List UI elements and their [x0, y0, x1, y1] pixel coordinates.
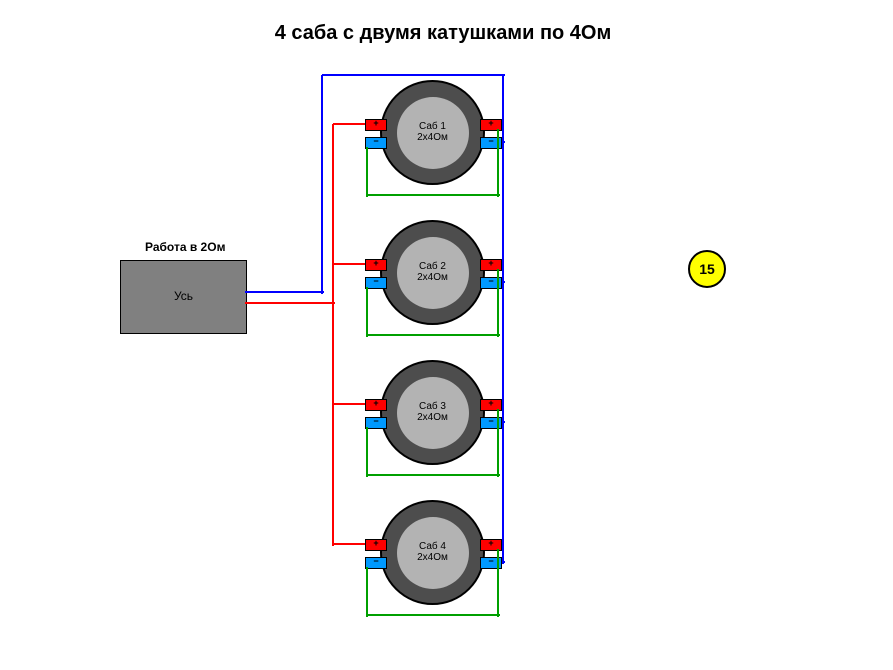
terminal-left-plus: +: [365, 399, 387, 411]
wire: [497, 269, 499, 338]
wire: [245, 291, 324, 293]
wire: [333, 543, 367, 545]
wire: [367, 334, 500, 336]
wire: [366, 287, 368, 338]
badge-number: 15: [699, 261, 715, 277]
wire: [367, 194, 500, 196]
speaker-ohm: 2х4Ом: [380, 132, 485, 143]
speaker-ohm: 2х4Ом: [380, 552, 485, 563]
plus-icon: +: [481, 399, 501, 408]
wire: [497, 409, 499, 478]
subwoofer-4: Саб 42х4Ом+−+−: [380, 500, 485, 605]
subwoofer-1: Саб 12х4Ом+−+−: [380, 80, 485, 185]
speaker-label: Саб 42х4Ом: [380, 541, 485, 563]
speaker-name: Саб 1: [380, 121, 485, 132]
terminal-left-plus: +: [365, 119, 387, 131]
speaker-label: Саб 32х4Ом: [380, 401, 485, 423]
plus-icon: +: [366, 119, 386, 128]
speaker-name: Саб 3: [380, 401, 485, 412]
wire: [367, 614, 500, 616]
wire: [245, 302, 335, 304]
speaker-label: Саб 12х4Ом: [380, 121, 485, 143]
minus-icon: −: [366, 137, 386, 146]
wire: [366, 147, 368, 198]
wire: [366, 567, 368, 618]
speaker-ohm: 2х4Ом: [380, 272, 485, 283]
diagram-title: 4 саба с двумя катушками по 4Ом: [218, 22, 668, 45]
wire: [497, 129, 499, 198]
subwoofer-2: Саб 22х4Ом+−+−: [380, 220, 485, 325]
plus-icon: +: [481, 539, 501, 548]
wire: [502, 75, 504, 564]
plus-icon: +: [366, 259, 386, 268]
minus-icon: −: [366, 417, 386, 426]
amplifier-label: Усь: [121, 289, 246, 303]
wire: [497, 549, 499, 618]
wire: [332, 124, 334, 546]
terminal-left-minus: −: [365, 417, 387, 429]
speaker-ohm: 2х4Ом: [380, 412, 485, 423]
amplifier-box: Усь: [120, 260, 247, 334]
wire: [333, 123, 367, 125]
wire: [367, 474, 500, 476]
minus-icon: −: [366, 277, 386, 286]
diagram-number-badge: 15: [688, 250, 726, 288]
speaker-name: Саб 2: [380, 261, 485, 272]
wire: [321, 75, 323, 294]
terminal-left-plus: +: [365, 259, 387, 271]
amp-mode-label: Работа в 2Ом: [145, 240, 225, 254]
speaker-name: Саб 4: [380, 541, 485, 552]
plus-icon: +: [366, 539, 386, 548]
plus-icon: +: [481, 259, 501, 268]
terminal-left-minus: −: [365, 137, 387, 149]
wire: [333, 403, 367, 405]
terminal-left-minus: −: [365, 277, 387, 289]
minus-icon: −: [366, 557, 386, 566]
subwoofer-3: Саб 32х4Ом+−+−: [380, 360, 485, 465]
plus-icon: +: [366, 399, 386, 408]
terminal-left-minus: −: [365, 557, 387, 569]
speaker-label: Саб 22х4Ом: [380, 261, 485, 283]
wire: [366, 427, 368, 478]
wire: [333, 263, 367, 265]
plus-icon: +: [481, 119, 501, 128]
wire: [322, 74, 505, 76]
terminal-left-plus: +: [365, 539, 387, 551]
